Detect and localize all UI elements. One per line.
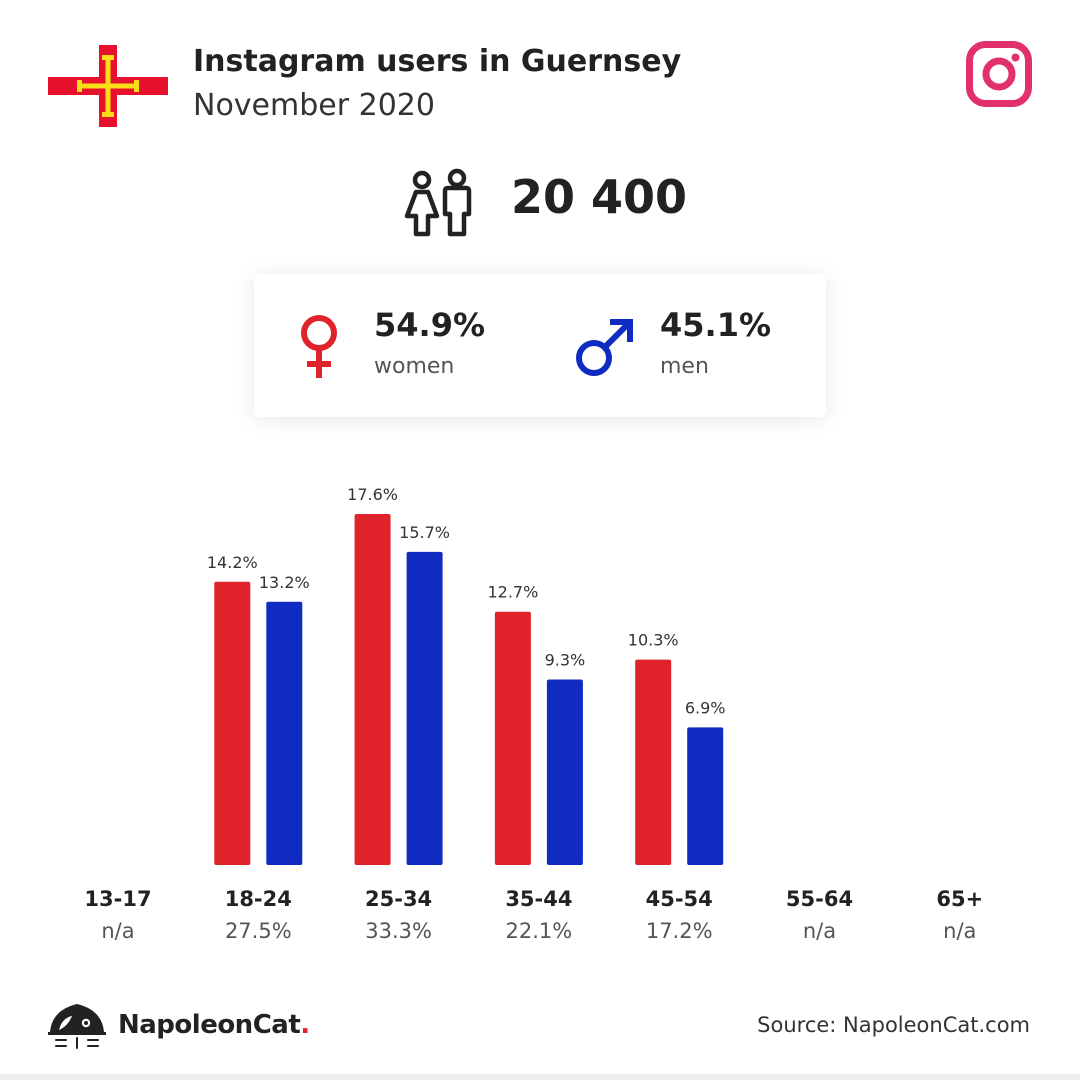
men-percentage: 45.1%	[660, 306, 772, 344]
page-title: Instagram users in Guernsey	[193, 44, 682, 79]
bottom-strip	[0, 1074, 1080, 1080]
data-label-men-35-44: 9.3%	[545, 651, 586, 670]
age-group-label-65+: 65+	[936, 887, 983, 911]
bar-women-35-44	[494, 611, 531, 865]
women-percentage: 54.9%	[374, 306, 486, 344]
bar-men-18-24	[266, 601, 303, 865]
people-icon	[404, 168, 472, 237]
gender-split-card: 54.9% women 45.1% men	[254, 274, 826, 417]
data-label-women-35-44: 12.7%	[487, 583, 538, 602]
total-users: 20 400	[511, 170, 688, 224]
women-label: women	[374, 354, 455, 379]
age-gender-bar-chart: 13-17 n/a 14.2%13.2% 18-24 27.5% 17.6%15.7% 25…	[84, 485, 983, 943]
instagram-icon	[966, 41, 1032, 107]
age-group-label-45-54: 45-54	[646, 887, 713, 911]
age-group-total-65+: n/a	[943, 919, 976, 943]
bar-men-45-54	[687, 727, 724, 865]
data-label-women-18-24: 14.2%	[207, 553, 258, 572]
age-group-total-13-17: n/a	[101, 919, 134, 943]
brand-dot: .	[300, 1010, 310, 1040]
age-group-label-18-24: 18-24	[225, 887, 292, 911]
bar-women-45-54	[635, 659, 672, 865]
guernsey-flag-icon	[48, 45, 168, 127]
data-label-women-25-34: 17.6%	[347, 485, 398, 504]
data-label-men-45-54: 6.9%	[685, 698, 726, 717]
brand-text: NapoleonCat	[118, 1010, 301, 1040]
bar-men-25-34	[406, 551, 443, 865]
age-group-label-55-64: 55-64	[786, 887, 853, 911]
data-label-men-25-34: 15.7%	[399, 523, 450, 542]
data-label-women-45-54: 10.3%	[628, 631, 679, 650]
age-group-total-25-34: 33.3%	[365, 919, 432, 943]
age-group-total-55-64: n/a	[803, 919, 836, 943]
age-group-total-35-44: 22.1%	[506, 919, 573, 943]
age-group-label-35-44: 35-44	[505, 887, 572, 911]
male-symbol-icon	[576, 319, 633, 376]
bar-women-25-34	[354, 514, 391, 865]
bar-men-35-44	[546, 679, 583, 865]
source-credit: Source: NapoleonCat.com	[757, 1013, 1030, 1037]
brand-name: NapoleonCat.	[118, 1010, 310, 1040]
age-group-label-25-34: 25-34	[365, 887, 432, 911]
female-symbol-icon	[301, 315, 337, 378]
napoleoncat-logo-icon	[48, 1004, 106, 1049]
data-label-men-18-24: 13.2%	[259, 573, 310, 592]
men-label: men	[660, 354, 709, 379]
age-group-label-13-17: 13-17	[84, 887, 151, 911]
age-group-total-45-54: 17.2%	[646, 919, 713, 943]
bar-women-18-24	[214, 581, 251, 865]
page-subtitle: November 2020	[193, 88, 435, 123]
age-group-total-18-24: 27.5%	[225, 919, 292, 943]
